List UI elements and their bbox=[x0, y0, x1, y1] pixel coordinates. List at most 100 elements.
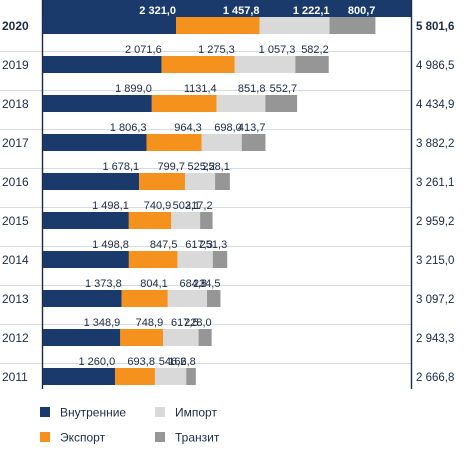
value-label: 413,7 bbox=[238, 122, 266, 134]
value-label: 525,2 bbox=[188, 161, 216, 173]
value-label: 1 498,1 bbox=[92, 200, 129, 212]
value-label: 1 498,8 bbox=[92, 239, 129, 251]
value-label: 684,8 bbox=[180, 278, 208, 290]
bar-segment-2 bbox=[128, 212, 172, 229]
bar-segment-3 bbox=[184, 173, 216, 190]
bar-segment-1 bbox=[43, 329, 121, 346]
bar-segment-1 bbox=[43, 95, 152, 112]
value-label: 1 275,3 bbox=[198, 44, 235, 56]
value-label: 1 260,0 bbox=[78, 356, 115, 368]
bar-segment-1 bbox=[43, 173, 140, 190]
total-label: 4 434,9 bbox=[416, 99, 454, 111]
bar-segment-2 bbox=[139, 173, 185, 190]
bar-segment-1 bbox=[43, 17, 176, 34]
bar-segment-1 bbox=[43, 134, 147, 151]
value-label: 617,3 bbox=[185, 239, 213, 251]
value-label: 251,3 bbox=[200, 239, 228, 251]
bar-segment-4 bbox=[241, 134, 266, 151]
year-label: 2014 bbox=[2, 253, 29, 267]
value-label: 964,3 bbox=[174, 122, 202, 134]
legend-swatch bbox=[155, 432, 165, 442]
bar-segment-3 bbox=[201, 134, 242, 151]
value-label: 1 057,3 bbox=[259, 44, 296, 56]
value-label: 1 373,8 bbox=[85, 278, 122, 290]
value-label: 503,1 bbox=[173, 200, 201, 212]
value-label: 1 806,3 bbox=[110, 122, 147, 134]
bar-segment-4 bbox=[215, 173, 230, 190]
legend-swatch bbox=[155, 407, 165, 417]
value-label: 800,7 bbox=[348, 5, 376, 17]
bar-segment-1 bbox=[43, 368, 116, 385]
value-label: 166,8 bbox=[168, 356, 196, 368]
value-label: 1131,4 bbox=[184, 83, 217, 95]
bar-segment-4 bbox=[200, 212, 213, 229]
bar-segment-2 bbox=[146, 134, 202, 151]
total-label: 2 666,8 bbox=[416, 372, 454, 384]
value-label: 546,2 bbox=[159, 356, 187, 368]
bar-segment-2 bbox=[161, 56, 235, 73]
year-label: 2012 bbox=[2, 331, 29, 345]
bar-segment-3 bbox=[171, 212, 201, 229]
year-label: 2013 bbox=[2, 292, 29, 306]
bar-segment-3 bbox=[234, 56, 296, 73]
value-label: 740,9 bbox=[144, 200, 172, 212]
total-label: 2 943,3 bbox=[416, 333, 454, 345]
bar-segment-1 bbox=[43, 290, 122, 307]
value-label: 617,5 bbox=[171, 317, 199, 329]
bar-segment-3 bbox=[216, 95, 266, 112]
bar-segment-4 bbox=[198, 329, 212, 346]
year-label: 2016 bbox=[2, 175, 29, 189]
total-label: 3 215,0 bbox=[416, 255, 454, 267]
bar-segment-1 bbox=[43, 212, 129, 229]
value-label: 1 222,1 bbox=[293, 5, 330, 17]
bar-segment-2 bbox=[128, 251, 178, 268]
value-label: 228,0 bbox=[184, 317, 212, 329]
value-label: 1 678,1 bbox=[102, 161, 139, 173]
bar-segment-3 bbox=[177, 251, 213, 268]
total-label: 2 959,2 bbox=[416, 216, 454, 228]
year-label: 2017 bbox=[2, 136, 29, 150]
year-label: 2011 bbox=[2, 370, 28, 384]
bar-segment-3 bbox=[163, 329, 199, 346]
highlight-band bbox=[43, 0, 411, 17]
legend-label: Экспорт bbox=[60, 431, 106, 445]
total-label: 5 801,6 bbox=[416, 21, 454, 33]
value-label: 698,0 bbox=[214, 122, 242, 134]
value-label: 234,5 bbox=[193, 278, 221, 290]
bar-segment-4 bbox=[186, 368, 196, 385]
bar-segment-4 bbox=[329, 17, 376, 34]
total-label: 3 097,2 bbox=[416, 294, 454, 306]
legend-swatch bbox=[40, 432, 50, 442]
value-label: 2 071,6 bbox=[125, 44, 162, 56]
value-label: 847,5 bbox=[150, 239, 178, 251]
bar-segment-4 bbox=[207, 290, 221, 307]
bar-segment-2 bbox=[151, 95, 217, 112]
legend-label: Внутренние bbox=[60, 406, 126, 420]
bar-segment-4 bbox=[212, 251, 228, 268]
bar-segment-2 bbox=[121, 290, 168, 307]
value-label: 1 899,0 bbox=[115, 83, 152, 95]
value-label: 217,2 bbox=[185, 200, 213, 212]
bar-segment-2 bbox=[120, 329, 164, 346]
year-label: 2018 bbox=[2, 97, 29, 111]
year-label: 2015 bbox=[2, 214, 29, 228]
year-label: 2020 bbox=[2, 19, 29, 33]
year-label: 2019 bbox=[2, 58, 29, 72]
legend-swatch bbox=[40, 407, 50, 417]
total-label: 4 986,5 bbox=[416, 60, 454, 72]
bar-segment-4 bbox=[295, 56, 329, 73]
value-label: 851,8 bbox=[238, 83, 266, 95]
bar-segment-4 bbox=[265, 95, 298, 112]
bar-segment-3 bbox=[259, 17, 330, 34]
bar-segment-2 bbox=[175, 17, 260, 34]
bar-segment-3 bbox=[167, 290, 208, 307]
value-label: 258,1 bbox=[202, 161, 230, 173]
bar-segment-1 bbox=[43, 56, 162, 73]
value-label: 748,9 bbox=[136, 317, 164, 329]
legend-label: Импорт bbox=[175, 406, 217, 420]
total-label: 3 882,2 bbox=[416, 138, 454, 150]
value-label: 2 321,0 bbox=[139, 5, 176, 17]
value-label: 552,7 bbox=[270, 83, 298, 95]
bar-segment-1 bbox=[43, 251, 129, 268]
